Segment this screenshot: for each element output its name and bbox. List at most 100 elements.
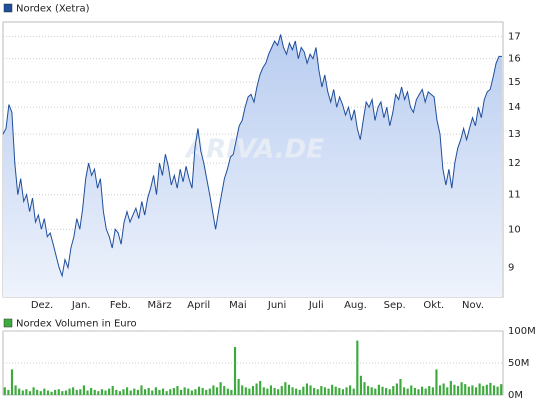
volume-bar	[374, 388, 377, 395]
volume-bar	[338, 387, 341, 395]
volume-bar	[255, 383, 258, 395]
volume-bar	[446, 387, 449, 395]
volume-bar	[341, 389, 345, 395]
volume-bar	[183, 387, 186, 395]
volume-bar	[327, 388, 330, 395]
volume-bar	[453, 384, 456, 395]
volume-bar	[410, 385, 413, 395]
volume-bar	[187, 388, 190, 395]
volume-bar	[356, 340, 359, 395]
y-tick-label: 11	[508, 190, 521, 201]
volume-bar	[489, 382, 492, 395]
volume-bar	[367, 386, 370, 395]
volume-bar	[25, 389, 28, 395]
volume-bar	[363, 382, 366, 395]
volume-bar	[359, 375, 362, 395]
volume-bar	[161, 388, 165, 395]
volume-bar	[61, 391, 64, 395]
volume-bar	[72, 387, 75, 395]
y-tick-label: 12	[508, 158, 521, 169]
volume-bar	[108, 388, 111, 395]
volume-bar	[86, 390, 89, 395]
y-tick-label: 14	[508, 102, 521, 113]
volume-bar	[438, 385, 442, 395]
legend-swatch	[3, 318, 13, 328]
volume-bar	[169, 389, 172, 395]
volume-bar	[18, 388, 21, 395]
volume-bar	[280, 386, 283, 395]
volume-bar	[482, 386, 485, 395]
volume-bar	[500, 384, 503, 395]
volume-bar	[223, 386, 226, 395]
volume-bar	[21, 390, 24, 395]
volume-bar	[118, 391, 121, 395]
x-tick-label: Juli	[308, 300, 324, 311]
volume-bar	[133, 388, 136, 395]
volume-bar	[413, 387, 416, 395]
y-tick-label: 9	[508, 263, 514, 274]
price-line	[2, 34, 502, 278]
volume-bar	[316, 389, 319, 395]
volume-bar	[201, 387, 204, 395]
volume-bar	[176, 386, 179, 395]
volume-bar	[496, 386, 499, 395]
x-tick-label: April	[187, 300, 210, 311]
volume-bar	[352, 388, 355, 395]
volume-bar	[456, 386, 460, 395]
volume-bar	[79, 389, 82, 395]
volume-bar	[111, 386, 114, 395]
y-tick-label: 16	[508, 54, 521, 65]
volume-bar	[323, 387, 327, 395]
volume-bar	[309, 385, 312, 395]
x-tick-label: Nov.	[462, 300, 484, 311]
volume-bar	[244, 387, 247, 395]
volume-bar	[287, 384, 291, 395]
volume-bar	[36, 389, 39, 395]
volume-bar	[90, 387, 93, 395]
x-tick-label: Feb.	[110, 300, 131, 311]
volume-bar	[75, 389, 78, 395]
volume-bar	[392, 386, 395, 395]
volume-bar	[471, 385, 474, 395]
volume-bar	[273, 387, 276, 395]
volume-bar	[428, 386, 431, 395]
volume-bar	[334, 386, 337, 395]
volume-bar	[399, 379, 402, 395]
x-tick-label: Jan.	[71, 300, 91, 311]
area	[3, 34, 502, 297]
volume-bar	[151, 390, 154, 395]
volume-bar	[43, 388, 46, 395]
volume-bar	[277, 389, 280, 395]
volume-bar	[435, 369, 438, 395]
x-tick-label: Sep.	[384, 300, 406, 311]
volume-bar	[104, 390, 107, 395]
volume-bar	[478, 383, 481, 395]
volume-bar	[97, 391, 100, 395]
volume-bar	[154, 387, 157, 395]
volume-bar	[424, 388, 427, 395]
volume-bar	[403, 387, 406, 395]
watermark: ARIVA.DE	[184, 135, 324, 165]
volume-bar	[284, 382, 287, 395]
volume-bar	[126, 387, 129, 395]
volume-bar	[7, 389, 10, 395]
volume-bar	[291, 387, 294, 395]
volume-bar	[14, 385, 17, 395]
x-tick-label: Juni	[267, 300, 286, 311]
volume-bar	[381, 386, 384, 395]
volume-bar	[50, 391, 53, 395]
volume-bar	[259, 380, 262, 395]
volume-bar	[295, 388, 298, 395]
volume-bar	[305, 383, 309, 395]
volume-bar	[190, 390, 193, 395]
volume-bar	[158, 389, 161, 395]
volume-bar	[197, 386, 201, 395]
volume-bar	[32, 387, 35, 395]
volume-bar	[269, 385, 273, 395]
volume-bar	[485, 384, 488, 395]
volume-bar	[460, 382, 463, 395]
y-tick-label: 15	[508, 77, 521, 88]
volume-bar	[208, 388, 211, 395]
volume-bar	[266, 388, 269, 395]
